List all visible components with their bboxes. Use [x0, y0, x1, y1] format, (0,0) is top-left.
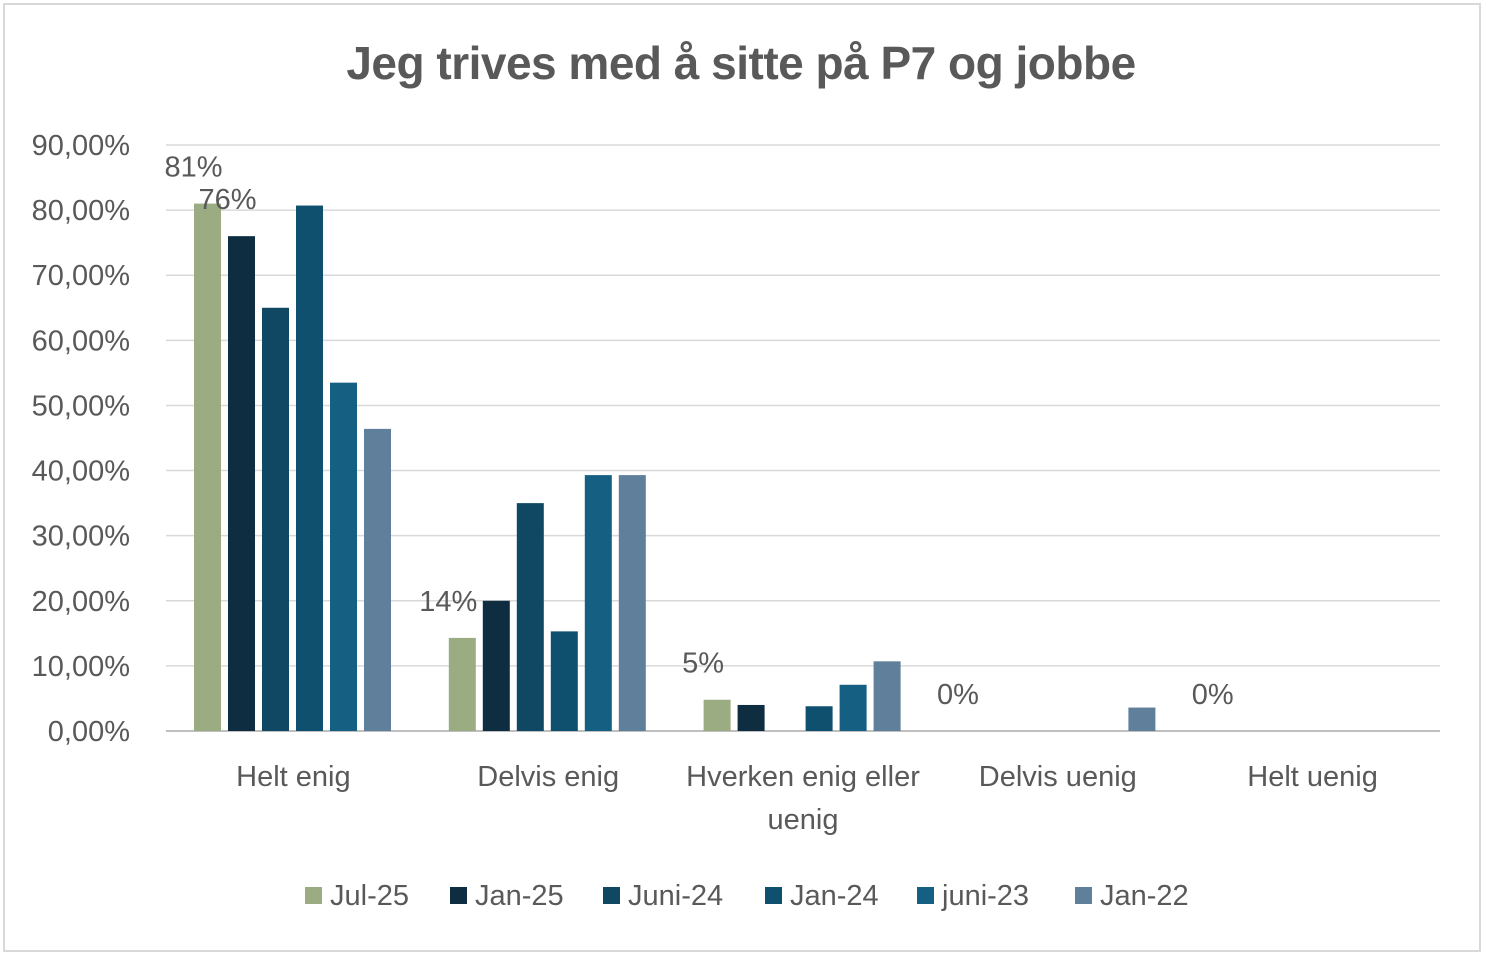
legend-label: Jul-25	[330, 880, 409, 912]
bar-juni-24-1	[516, 503, 544, 731]
y-tick-label: 50,00%	[32, 390, 130, 422]
legend-label: Jan-25	[475, 880, 564, 912]
y-tick-label: 10,00%	[32, 651, 130, 683]
y-tick-label: 30,00%	[32, 521, 130, 553]
y-axis-ticks: 0,00% 10,00% 20,00% 30,00% 40,00% 50,00% 60,00…	[32, 130, 130, 748]
y-tick-label: 40,00%	[32, 456, 130, 488]
data-label: 76%	[198, 184, 256, 216]
y-tick-label: 60,00%	[32, 325, 130, 357]
bar-jan-24-2	[805, 706, 833, 731]
data-labels: 81% 14% 5% 0% 0% 76%	[164, 152, 1233, 711]
x-tick-label: Delvis uenig	[979, 761, 1137, 793]
bar-juni-24-0	[262, 307, 289, 731]
bar-jan-22-1	[618, 475, 646, 731]
bar-jan-22-0	[364, 428, 391, 731]
bar-jan-22-2	[873, 661, 901, 731]
bar-juni-23-2	[839, 684, 867, 731]
legend-swatch	[1075, 887, 1092, 904]
legend-label: Juni-24	[628, 880, 723, 912]
y-tick-label: 90,00%	[32, 130, 130, 162]
bar-jan-25-1	[482, 600, 510, 731]
x-tick-label: Helt enig	[236, 761, 350, 793]
y-tick-label: 0,00%	[48, 716, 130, 748]
bar-jul-25-2	[703, 699, 731, 731]
legend-label: Jan-24	[790, 880, 879, 912]
bar-jan-25-2	[737, 704, 765, 731]
y-tick-label: 70,00%	[32, 260, 130, 292]
bar-juni-23-0	[330, 382, 357, 731]
bar-jul-25-1	[448, 637, 476, 731]
bar-jul-25-0	[194, 203, 221, 732]
legend-swatch	[765, 887, 782, 904]
legend-label: juni-23	[941, 880, 1029, 912]
chart-title: Jeg trives med å sitte på P7 og jobbe	[346, 37, 1136, 89]
bar-jan-22-3	[1128, 707, 1156, 731]
bar-jan-24-1	[550, 631, 578, 731]
bar-juni-23-1	[584, 475, 612, 731]
data-label: 0%	[1192, 679, 1234, 711]
legend-swatch	[917, 887, 934, 904]
legend-swatch	[450, 887, 467, 904]
x-tick-label: Hverken enig eller	[686, 761, 920, 793]
y-tick-label: 20,00%	[32, 586, 130, 618]
data-label: 14%	[419, 586, 477, 618]
legend-swatch	[305, 887, 322, 904]
legend: Jul-25 Jan-25 Juni-24 Jan-24 juni-23 Jan-22	[305, 880, 1189, 912]
x-tick-label: Delvis enig	[477, 761, 619, 793]
y-tick-label: 80,00%	[32, 195, 130, 227]
data-label: 5%	[682, 648, 724, 680]
legend-swatch	[603, 887, 620, 904]
data-label: 0%	[937, 679, 979, 711]
bar-jan-24-0	[296, 205, 323, 731]
bars	[194, 203, 1156, 732]
x-tick-label: uenig	[768, 804, 839, 836]
legend-label: Jan-22	[1100, 880, 1189, 912]
x-axis-ticks: Helt enig Delvis enig Hverken enig eller ue…	[236, 761, 1378, 836]
grid-lines	[166, 144, 1440, 732]
x-tick-label: Helt uenig	[1247, 761, 1378, 793]
data-label: 81%	[164, 152, 222, 184]
bar-jan-25-0	[228, 236, 255, 731]
